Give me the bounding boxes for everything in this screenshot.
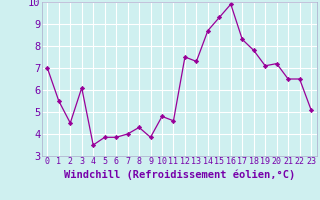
X-axis label: Windchill (Refroidissement éolien,°C): Windchill (Refroidissement éolien,°C) <box>64 169 295 180</box>
